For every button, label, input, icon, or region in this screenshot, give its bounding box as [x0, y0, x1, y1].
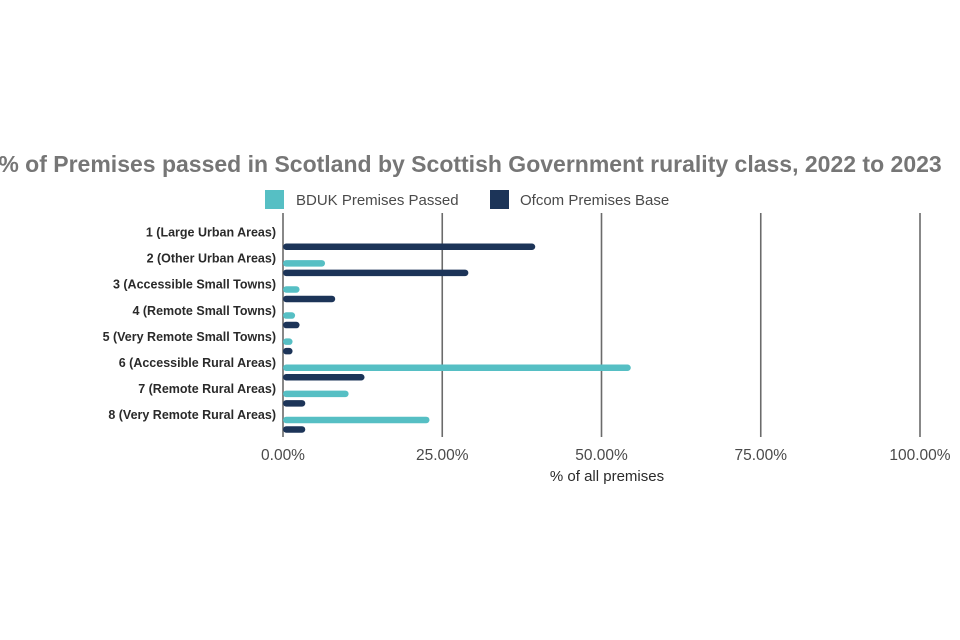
bar-bduk: [283, 286, 300, 293]
bar-ofcom: [283, 426, 306, 433]
bar-ofcom: [283, 347, 293, 355]
x-tick-label: 50.00%: [575, 447, 628, 464]
legend-swatch-ofcom: [490, 190, 509, 209]
x-tick-label: 100.00%: [889, 447, 950, 464]
legend-label-bduk: BDUK Premises Passed: [296, 192, 459, 209]
bar-ofcom: [283, 374, 365, 381]
bar-bduk: [283, 364, 631, 371]
x-tick-label: 0.00%: [261, 447, 305, 464]
bar-ofcom: [283, 243, 536, 250]
bar-bduk: [283, 260, 326, 267]
x-tick-labels: 0.00% 25.00% 50.00% 75.00% 100.00%: [261, 447, 951, 464]
bar-ofcom: [283, 269, 469, 277]
x-tick-label: 75.00%: [734, 447, 787, 464]
gridlines: [282, 213, 921, 437]
category-label: 2 (Other Urban Areas): [147, 252, 276, 266]
bar-ofcom: [283, 295, 336, 303]
bar-bduk: [283, 312, 296, 319]
bar-ofcom: [283, 400, 306, 407]
legend-label-ofcom: Ofcom Premises Base: [520, 192, 669, 209]
x-axis-title: % of all premises: [550, 468, 664, 485]
category-label: 7 (Remote Rural Areas): [138, 382, 276, 396]
bar-bduk: [283, 416, 430, 424]
category-label: 8 (Very Remote Rural Areas): [108, 408, 276, 422]
chart-title: % of Premises passed in Scotland by Scot…: [0, 151, 942, 177]
category-label: 6 (Accessible Rural Areas): [119, 356, 276, 370]
category-label: 1 (Large Urban Areas): [146, 226, 276, 240]
bar-bduk: [283, 338, 293, 345]
bars: [283, 243, 631, 433]
bar-bduk: [283, 390, 349, 398]
legend-swatch-bduk: [265, 190, 284, 209]
category-label: 5 (Very Remote Small Towns): [103, 330, 276, 344]
x-tick-label: 25.00%: [416, 447, 469, 464]
bar-ofcom: [283, 321, 300, 329]
legend: BDUK Premises Passed Ofcom Premises Base: [265, 190, 669, 209]
category-label: 4 (Remote Small Towns): [132, 304, 276, 318]
category-label: 3 (Accessible Small Towns): [113, 278, 276, 292]
category-labels: 1 (Large Urban Areas) 2 (Other Urban Area…: [103, 226, 276, 423]
